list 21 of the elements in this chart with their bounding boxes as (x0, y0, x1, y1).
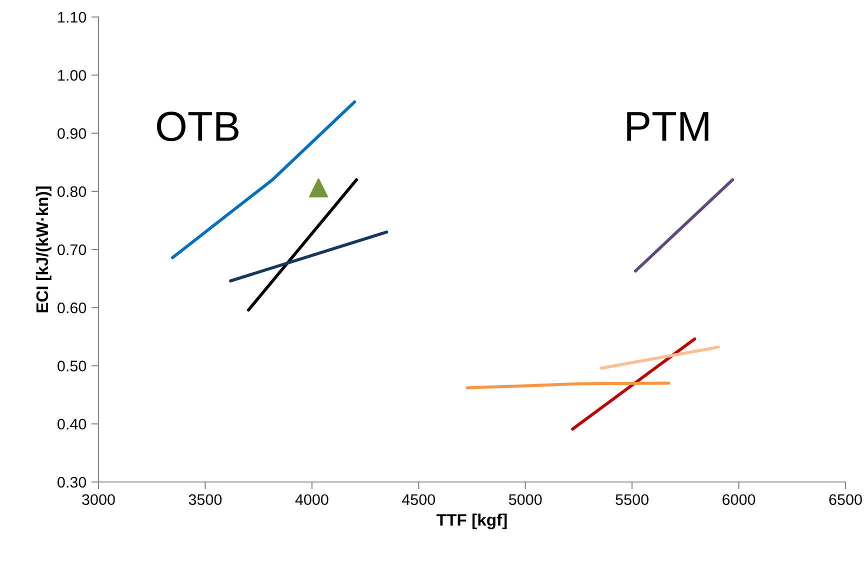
annotation: PTM (627, 112, 708, 141)
x-axis-title: TTF [kgf] (436, 514, 507, 530)
x-tick-label: 4000 (295, 494, 328, 506)
y-tick-label: 0.30 (58, 476, 86, 488)
y-tick-label: 0.50 (58, 360, 86, 372)
annotation: OTB (157, 112, 238, 142)
x-tick-label: 5500 (616, 494, 648, 506)
x-tick-label: 3000 (82, 494, 115, 506)
x-tick-label: 5000 (508, 494, 542, 506)
y-tick-label: 0.40 (58, 418, 86, 430)
y-tick-label: 0.70 (58, 244, 86, 256)
x-tick-label: 4500 (402, 494, 436, 506)
y-tick-label: 0.60 (58, 302, 86, 314)
y-tick-label: 1.00 (58, 70, 86, 81)
y-tick-label: 0.80 (58, 186, 86, 198)
x-tick-label: 6500 (829, 494, 862, 506)
x-tick-label: 3500 (188, 494, 222, 506)
y-axis-title: ECI [kJ/(kW·kn)] (36, 186, 52, 312)
y-tick-label: 1.10 (58, 12, 86, 23)
y-tick-label: 0.90 (58, 128, 86, 139)
x-tick-label: 6000 (722, 494, 756, 506)
